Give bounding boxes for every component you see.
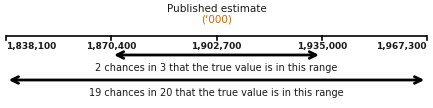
Text: 1,838,100: 1,838,100 [6, 42, 56, 51]
Text: 1,870,400: 1,870,400 [86, 42, 136, 51]
Text: (‘000): (‘000) [201, 14, 232, 24]
Text: 1,902,700: 1,902,700 [191, 42, 242, 51]
Text: 1,935,000: 1,935,000 [297, 42, 347, 51]
Text: 1,967,300: 1,967,300 [377, 42, 427, 51]
Text: 19 chances in 20 that the true value is in this range: 19 chances in 20 that the true value is … [89, 88, 344, 98]
Text: 2 chances in 3 that the true value is in this range: 2 chances in 3 that the true value is in… [95, 63, 338, 73]
Text: Published estimate: Published estimate [167, 4, 266, 14]
